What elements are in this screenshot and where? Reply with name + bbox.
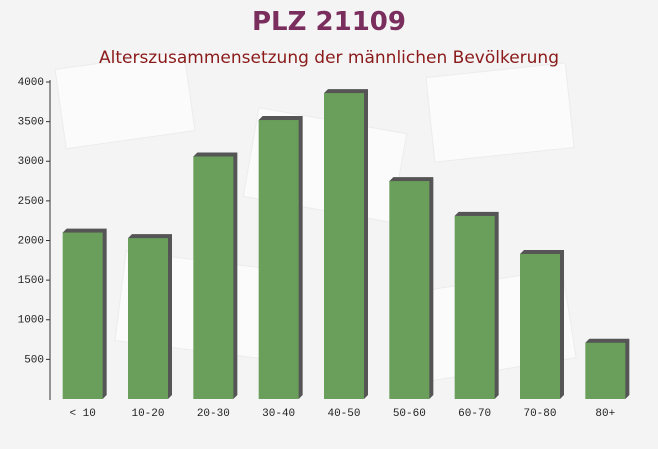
bar	[454, 215, 495, 399]
y-tick-label: 4000	[18, 77, 44, 89]
y-tick-label: 3500	[18, 117, 44, 129]
x-tick-label: 80+	[595, 408, 615, 420]
y-tick-label: 2500	[18, 196, 44, 208]
y-tick-label: 3000	[18, 156, 44, 168]
y-tick-label: 2000	[18, 235, 44, 247]
x-tick-label: 50-60	[393, 408, 426, 420]
bar	[585, 342, 626, 399]
bar	[62, 232, 103, 399]
bar	[520, 253, 560, 399]
bar	[324, 93, 364, 399]
chart-subtitle: Alterszusammensetzung der männlichen Bev…	[99, 48, 559, 68]
x-tick-label: < 10	[69, 408, 95, 420]
x-tick-label: 70-80	[523, 408, 556, 420]
bar	[258, 120, 299, 399]
x-tick-label: 30-40	[262, 408, 295, 420]
bar	[389, 181, 430, 399]
y-tick-label: 1000	[18, 315, 44, 327]
x-tick-label: 10-20	[131, 408, 164, 420]
y-tick-label: 500	[24, 354, 44, 366]
y-tick-label: 1500	[18, 275, 44, 287]
bar	[128, 238, 168, 399]
bar	[193, 156, 234, 399]
x-tick-label: 20-30	[197, 408, 230, 420]
x-tick-label: 40-50	[327, 408, 360, 420]
x-tick-label: 60-70	[458, 408, 491, 420]
chart-title: PLZ 21109	[252, 7, 406, 37]
